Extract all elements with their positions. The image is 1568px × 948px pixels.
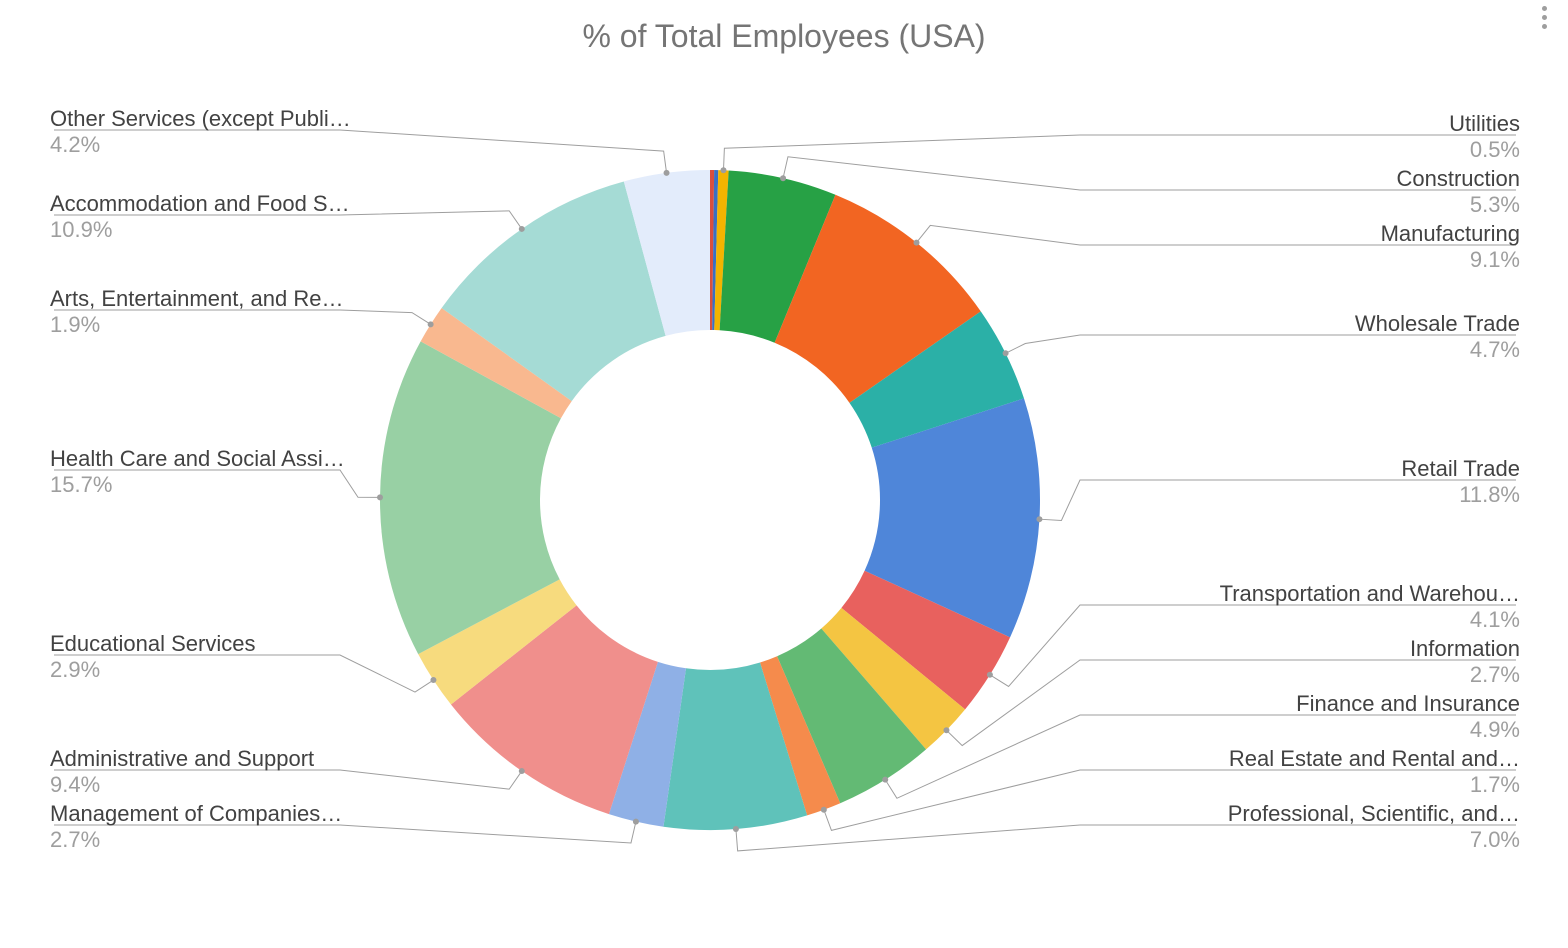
slice-label: Educational Services xyxy=(50,631,255,656)
leader-dot-icon xyxy=(519,768,525,774)
slice-label: Utilities xyxy=(1449,111,1520,136)
leader-dot-icon xyxy=(1036,516,1042,522)
slice-percent: 2.9% xyxy=(50,657,100,682)
slice-label: Accommodation and Food S… xyxy=(50,191,350,216)
slice-percent: 1.7% xyxy=(1470,772,1520,797)
slice-label: Real Estate and Rental and… xyxy=(1229,746,1520,771)
slice-label: Professional, Scientific, and… xyxy=(1228,801,1520,826)
slice-label: Information xyxy=(1410,636,1520,661)
leader-dot-icon xyxy=(780,175,786,181)
slice-percent: 2.7% xyxy=(1470,662,1520,687)
leader-line xyxy=(736,825,1516,851)
slice-percent: 2.7% xyxy=(50,827,100,852)
slice-percent: 1.9% xyxy=(50,312,100,337)
slice-percent: 9.1% xyxy=(1470,247,1520,272)
leader-dot-icon xyxy=(914,240,920,246)
slice-label: Arts, Entertainment, and Re… xyxy=(50,286,343,311)
leader-dot-icon xyxy=(519,226,525,232)
slice-label: Manufacturing xyxy=(1381,221,1520,246)
slice-label: Health Care and Social Assi… xyxy=(50,446,345,471)
leader-dot-icon xyxy=(733,826,739,832)
leader-line xyxy=(54,770,522,789)
slice-label: Administrative and Support xyxy=(50,746,314,771)
slice-percent: 10.9% xyxy=(50,217,112,242)
slice-percent: 4.7% xyxy=(1470,337,1520,362)
leader-dot-icon xyxy=(633,819,639,825)
leader-line xyxy=(54,130,667,173)
slice-label: Construction xyxy=(1396,166,1520,191)
slice-percent: 15.7% xyxy=(50,472,112,497)
leader-dot-icon xyxy=(430,677,436,683)
leader-dot-icon xyxy=(1003,350,1009,356)
leader-dot-icon xyxy=(720,167,726,173)
donut-slices[interactable] xyxy=(380,170,1040,830)
slice-percent: 4.1% xyxy=(1470,607,1520,632)
leader-line xyxy=(723,135,1516,170)
slice-label: Retail Trade xyxy=(1401,456,1520,481)
leader-dot-icon xyxy=(428,321,434,327)
slice-label: Finance and Insurance xyxy=(1296,691,1520,716)
leader-dot-icon xyxy=(377,494,383,500)
leader-dot-icon xyxy=(882,777,888,783)
slice-label: Other Services (except Publi… xyxy=(50,106,351,131)
leader-line xyxy=(1039,480,1516,520)
leader-line xyxy=(54,655,433,692)
slice-percent: 0.5% xyxy=(1470,137,1520,162)
leader-dot-icon xyxy=(821,807,827,813)
donut-chart: Utilities0.5% Construction5.3% Manufacturi… xyxy=(0,0,1568,948)
slice-percent: 11.8% xyxy=(1459,482,1520,507)
slice-label: Management of Companies… xyxy=(50,801,342,826)
slice-percent: 7.0% xyxy=(1470,827,1520,852)
leader-line xyxy=(1006,335,1516,353)
leader-dot-icon xyxy=(664,170,670,176)
leader-dot-icon xyxy=(987,672,993,678)
leader-dot-icon xyxy=(943,727,949,733)
slice-percent: 4.2% xyxy=(50,132,100,157)
slice-label: Wholesale Trade xyxy=(1355,311,1520,336)
leader-line xyxy=(54,310,431,324)
slice-percent: 5.3% xyxy=(1470,192,1520,217)
slice-percent: 4.9% xyxy=(1470,717,1520,742)
slice-percent: 9.4% xyxy=(50,772,100,797)
slice-label: Transportation and Warehou… xyxy=(1220,581,1520,606)
